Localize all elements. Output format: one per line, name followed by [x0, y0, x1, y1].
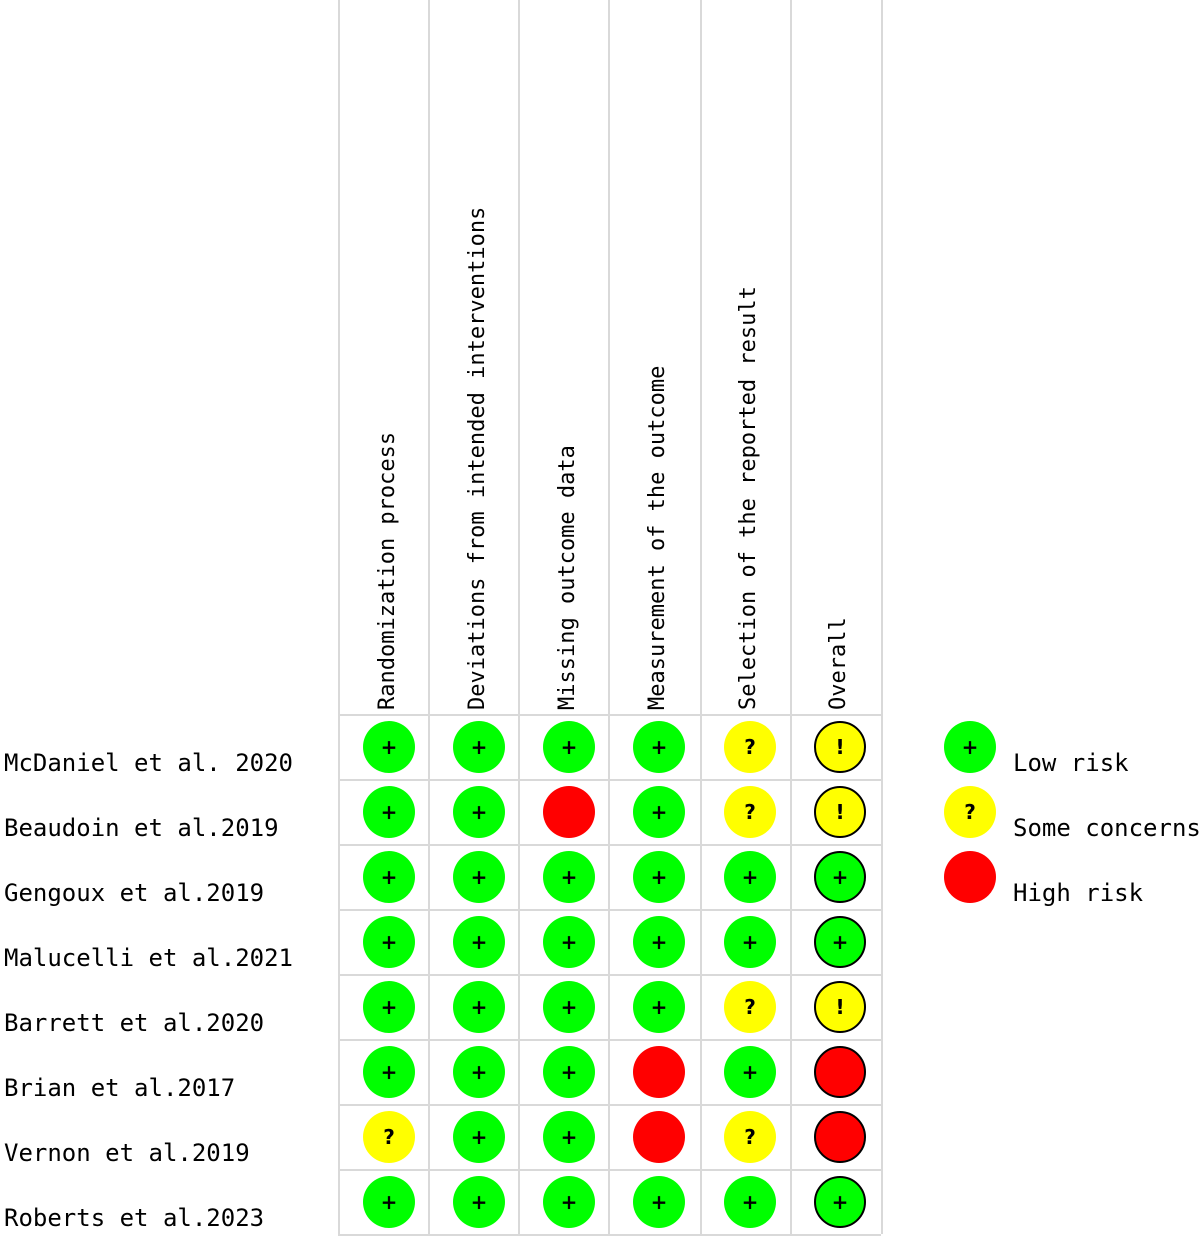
rating-dot-high — [633, 1046, 685, 1098]
rating-dot-some: ! — [814, 981, 866, 1033]
rating-dot-low: + — [363, 981, 415, 1033]
rating-dot-low: + — [363, 1046, 415, 1098]
rating-dot-low: + — [453, 1176, 505, 1228]
domain-header: Deviations from intended interventions — [465, 206, 490, 710]
study-label: Vernon et al.2019 — [4, 1139, 250, 1167]
rating-dot-low: + — [453, 981, 505, 1033]
rating-dot-low: + — [363, 786, 415, 838]
rating-dot-low: + — [543, 721, 595, 773]
study-label: Gengoux et al.2019 — [4, 879, 265, 907]
rating-dot-some: ? — [724, 786, 776, 838]
rating-dot-low: + — [724, 1176, 776, 1228]
rating-dot-low: + — [453, 851, 505, 903]
domain-header: Overall — [826, 617, 851, 710]
rating-dot-low: + — [453, 1046, 505, 1098]
rating-dot-low: + — [363, 721, 415, 773]
grid-vertical-line — [338, 0, 340, 1234]
rating-dot-low: + — [633, 786, 685, 838]
legend-label: Low risk — [1013, 749, 1129, 777]
rating-dot-some: ? — [724, 721, 776, 773]
rating-dot-low: + — [363, 1176, 415, 1228]
rating-dot-low: + — [814, 851, 866, 903]
legend-dot-low: + — [944, 721, 996, 773]
grid-horizontal-line — [338, 844, 881, 846]
rating-dot-high — [633, 1111, 685, 1163]
study-label: McDaniel et al. 2020 — [4, 749, 293, 777]
study-label: Barrett et al.2020 — [4, 1009, 265, 1037]
grid-vertical-line — [428, 0, 430, 1234]
grid-vertical-line — [608, 0, 610, 1234]
rating-dot-high — [814, 1111, 866, 1163]
grid-vertical-line — [881, 0, 883, 1234]
grid-horizontal-line — [338, 1234, 881, 1236]
rating-dot-high — [814, 1046, 866, 1098]
rating-dot-some: ! — [814, 786, 866, 838]
rating-dot-low: + — [633, 1176, 685, 1228]
grid-vertical-line — [790, 0, 792, 1234]
grid-vertical-line — [700, 0, 702, 1234]
rating-dot-low: + — [543, 1176, 595, 1228]
rating-dot-low: + — [543, 851, 595, 903]
grid-horizontal-line — [338, 1169, 881, 1171]
legend-dot-some: ? — [944, 786, 996, 838]
domain-header: Missing outcome data — [555, 445, 580, 710]
domain-header: Selection of the reported result — [736, 286, 761, 710]
study-label: Beaudoin et al.2019 — [4, 814, 279, 842]
domain-header: Randomization process — [375, 431, 400, 710]
rating-dot-low: + — [814, 1176, 866, 1228]
legend-label: Some concerns — [1013, 814, 1200, 842]
rating-dot-low: + — [363, 851, 415, 903]
legend-label: High risk — [1013, 879, 1144, 907]
grid-horizontal-line — [338, 909, 881, 911]
rating-dot-low: + — [814, 916, 866, 968]
rating-dot-low: + — [633, 851, 685, 903]
rating-dot-some: ? — [363, 1111, 415, 1163]
rating-dot-low: + — [633, 721, 685, 773]
grid-horizontal-line — [338, 1039, 881, 1041]
legend-dot-high — [944, 851, 996, 903]
rating-dot-low: + — [724, 851, 776, 903]
rating-dot-low: + — [543, 916, 595, 968]
rating-dot-low: + — [453, 721, 505, 773]
grid-vertical-line — [518, 0, 520, 1234]
rating-dot-low: + — [453, 1111, 505, 1163]
rating-dot-some: ? — [724, 1111, 776, 1163]
rating-dot-low: + — [543, 1111, 595, 1163]
rating-dot-high — [543, 786, 595, 838]
rating-dot-low: + — [633, 916, 685, 968]
study-label: Roberts et al.2023 — [4, 1204, 265, 1232]
rating-dot-some: ! — [814, 721, 866, 773]
grid-horizontal-line — [338, 974, 881, 976]
rating-dot-low: + — [543, 981, 595, 1033]
domain-header: Measurement of the outcome — [645, 365, 670, 710]
study-label: Malucelli et al.2021 — [4, 944, 293, 972]
rating-dot-low: + — [633, 981, 685, 1033]
rating-dot-low: + — [724, 1046, 776, 1098]
rating-dot-low: + — [453, 786, 505, 838]
grid-horizontal-line — [338, 714, 881, 716]
grid-horizontal-line — [338, 779, 881, 781]
rating-dot-low: + — [363, 916, 415, 968]
rating-dot-low: + — [724, 916, 776, 968]
rating-dot-some: ? — [724, 981, 776, 1033]
rating-dot-low: + — [453, 916, 505, 968]
grid-horizontal-line — [338, 1104, 881, 1106]
study-label: Brian et al.2017 — [4, 1074, 236, 1102]
rating-dot-low: + — [543, 1046, 595, 1098]
